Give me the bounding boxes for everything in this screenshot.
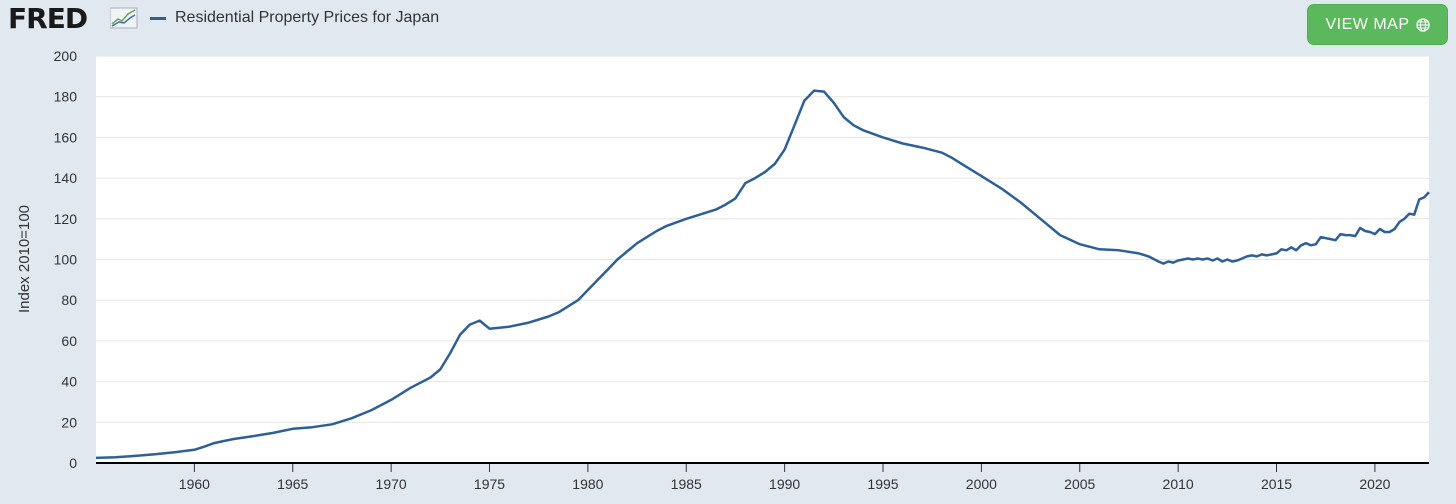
globe-icon <box>1415 17 1430 32</box>
y-tick-label: 80 <box>61 292 77 308</box>
y-tick-label: 60 <box>61 333 77 349</box>
x-tick-label: 1960 <box>179 476 210 492</box>
grid-lines <box>96 55 1429 423</box>
y-axis-title: Index 2010=100 <box>16 205 33 313</box>
view-map-label: VIEW MAP <box>1325 15 1410 33</box>
view-map-button[interactable]: VIEW MAP <box>1307 4 1448 45</box>
legend-label[interactable]: Residential Property Prices for Japan <box>175 9 440 26</box>
x-tick-label: 2005 <box>1064 476 1095 492</box>
x-tick-label: 2020 <box>1359 476 1390 492</box>
y-tick-label: 20 <box>61 414 77 430</box>
y-tick-label: 120 <box>54 211 78 227</box>
x-tick-label: 2015 <box>1261 476 1292 492</box>
fred-chart-icon <box>110 7 138 29</box>
x-tick-label: 1980 <box>572 476 603 492</box>
x-tick-label: 1990 <box>769 476 800 492</box>
legend-swatch <box>150 16 166 20</box>
x-tick-label: 2000 <box>966 476 997 492</box>
y-tick-label: 180 <box>54 89 78 105</box>
y-tick-label: 100 <box>54 252 78 268</box>
x-tick-label: 1965 <box>277 476 308 492</box>
y-tick-label: 40 <box>61 374 77 390</box>
x-tick-label: 1995 <box>867 476 898 492</box>
legend: Residential Property Prices for Japan <box>150 9 439 27</box>
y-tick-label: 0 <box>69 455 77 471</box>
series-layer <box>95 89 1430 460</box>
x-tick-label: 2010 <box>1163 476 1194 492</box>
y-axis-ticks: 0 20 40 60 80 100 120 140 160 180 200 <box>54 48 78 471</box>
fred-logo[interactable]: FRED <box>8 2 88 35</box>
x-axis-ticks: 1960 1965 1970 1975 1980 1985 1990 1995 2000 2005… <box>179 463 1391 492</box>
x-tick-label: 1985 <box>671 476 702 492</box>
y-tick-label: 200 <box>54 48 78 64</box>
series-line[interactable] <box>95 89 1430 460</box>
x-tick-label: 1975 <box>474 476 505 492</box>
x-tick-label: 1970 <box>376 476 407 492</box>
y-tick-label: 140 <box>54 170 78 186</box>
y-tick-label: 160 <box>54 129 78 145</box>
header: FRED Residential Property Prices for Jap… <box>0 0 1456 52</box>
